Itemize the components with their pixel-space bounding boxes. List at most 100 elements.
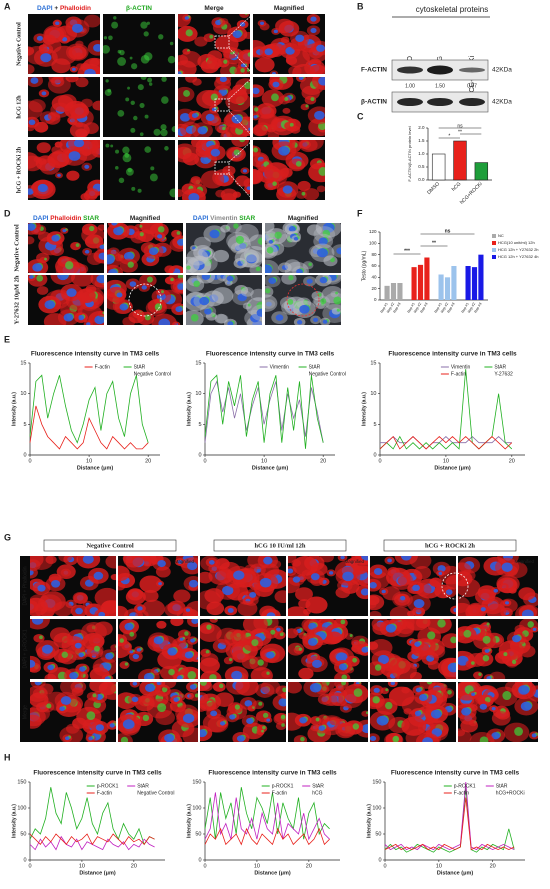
signal [105,79,109,83]
micrograph [107,275,183,325]
signal [129,631,135,637]
signal [503,652,508,657]
legend-label: p-ROCK1 [97,783,119,789]
nucleus [55,21,60,25]
y-axis-label: Intensity (a.u.) [186,804,192,838]
signal [437,619,446,628]
panel-label: F [357,208,363,218]
cell [302,188,320,200]
nucleus [205,113,215,122]
signal [322,229,331,238]
x-tick-label: Rep #1 [407,302,416,314]
nucleus [98,611,106,616]
cell [248,234,262,251]
signal [140,21,148,29]
cell [254,57,275,73]
cell [308,162,325,183]
nucleus [370,582,377,589]
cell [518,587,536,601]
chart-title: Fluorescence intensity curve in TM3 cell… [388,351,517,358]
signal [233,149,240,156]
signal [144,314,151,321]
nucleus [84,68,96,74]
signal [44,257,47,261]
nucleus [361,724,368,734]
x-tick-label: Rep #3 [419,302,428,314]
signal [315,717,320,722]
micrograph [178,140,250,200]
signal [257,237,262,245]
y-axis-label: Intensity (a.u.) [366,804,372,838]
nucleus [176,675,183,679]
row-label: DAPI + p-ROCK1 [22,629,28,668]
signal [247,303,251,307]
nucleus [531,733,537,738]
signal [190,313,199,322]
signal [320,298,327,305]
line-series [29,835,155,851]
nucleus [59,706,66,712]
nucleus [240,63,246,68]
signal [318,167,325,176]
cell [56,564,76,580]
nucleus [239,22,246,27]
cell [36,142,51,154]
y-axis-label: Intensity (a.u.) [186,392,192,426]
signal [122,153,132,163]
cell [75,77,89,88]
nucleus [84,249,90,254]
cell [110,573,116,581]
column-header: hCG 10 IU/ml 12h [254,542,305,549]
chart-title: Fluorescence intensity curve in TM3 cell… [33,770,162,777]
nucleus [296,268,303,273]
panel-label: A [4,1,11,11]
nucleus [51,234,60,242]
cell [235,682,259,696]
y-axis-label: F-ACTIN/β-ACTIN protein level [407,126,412,181]
nucleus [119,303,128,311]
micrograph [30,556,116,616]
legend-label: StAR [312,783,324,789]
cell [139,575,163,593]
nucleus [318,725,326,731]
cell [44,26,65,43]
y-tick-label: 15 [20,360,26,366]
signal [352,723,360,730]
signal [105,143,110,148]
x-tick-label: 10 [86,458,92,464]
nucleus [167,647,178,656]
cell [156,620,167,629]
row-label: Y-27632 10μM 2h [13,275,20,324]
nucleus [335,652,348,662]
signal [160,124,167,131]
signal [108,35,113,41]
nucleus [322,319,328,324]
cell [36,286,49,295]
row-label-strip [20,556,30,742]
nucleus [306,278,313,284]
cell [170,619,184,627]
cell [215,189,226,198]
x-axis-label: Distance (μm) [79,870,116,876]
signal [161,290,164,294]
cell [429,577,442,587]
cell [39,683,54,695]
nucleus [124,622,134,631]
nucleus [419,694,428,701]
cell [179,51,202,68]
panel-label: G [4,532,11,542]
header-part: Vimentin [210,215,239,222]
signal [247,52,250,57]
signal [265,288,271,294]
signal [142,714,150,722]
signal [288,275,294,281]
signal [146,21,150,25]
blot-ratio: 0.67 [467,83,477,89]
cell [232,191,242,198]
cell [370,610,382,616]
nucleus [414,641,421,647]
x-tick-label: Rep #3 [473,302,482,314]
signal [482,654,490,662]
y-tick-label: 0.0 [418,177,425,182]
legend-label: StAR [137,783,149,789]
